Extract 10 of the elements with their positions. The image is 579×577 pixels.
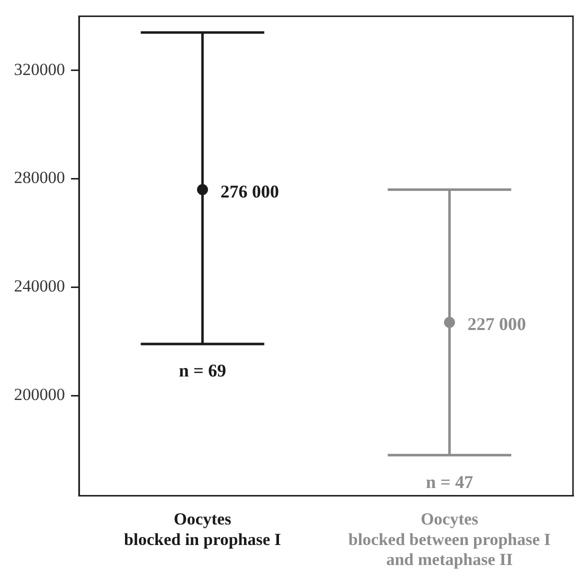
- annotation: n = 69: [178, 360, 226, 381]
- y-tick-label: 320000: [14, 60, 65, 79]
- annotation: n = 47: [426, 472, 474, 492]
- data-label: 276 000: [220, 181, 279, 202]
- y-tick-label: 280000: [14, 168, 65, 188]
- y-tick-label: 240000: [14, 276, 65, 296]
- y-tick-label: 200000: [14, 385, 65, 404]
- x-tick-label: Oocytes blocked between prophase I and metaphase II: [348, 509, 552, 570]
- data-label: 227 000: [468, 314, 526, 334]
- x-tick-label: Oocytes blocked in prophase I: [124, 509, 282, 549]
